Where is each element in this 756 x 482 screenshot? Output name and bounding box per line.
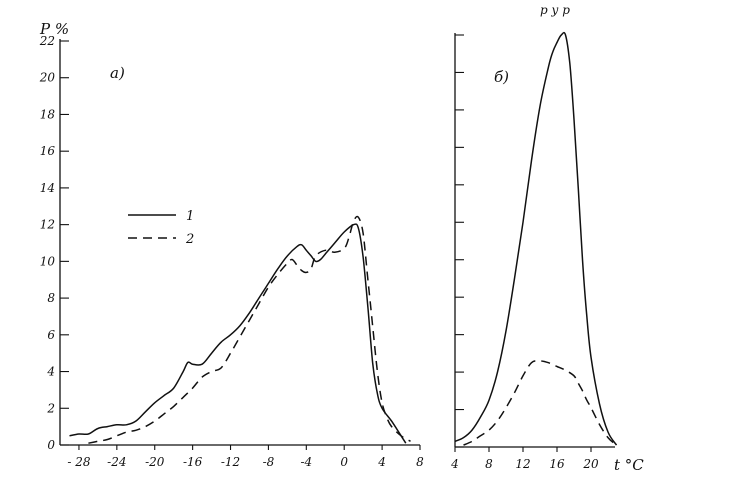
panel-b-label: б) — [494, 68, 509, 86]
series-line-2-panel-a — [88, 215, 411, 444]
legend-label-1: 1 — [186, 209, 194, 224]
y-tick-label: 2 — [46, 401, 55, 415]
y-tick-label: 18 — [40, 107, 56, 121]
series-line-1-panel-b — [454, 31, 618, 446]
y-tick-label: 16 — [40, 144, 56, 158]
y-tick-label: 10 — [40, 254, 56, 268]
panel-a-series — [69, 215, 411, 444]
x-axis-label: t °C — [614, 456, 644, 474]
y-tick-label: 20 — [39, 71, 56, 85]
panel-b: б) t °C 4 8 12 16 20 — [450, 31, 644, 474]
x-tick-label: 20 — [582, 457, 599, 471]
x-tick-label: 12 — [515, 457, 530, 471]
page-header-fragment: р у р — [540, 3, 570, 17]
x-tick-label: 4 — [377, 455, 386, 469]
y-axis-label: P % — [39, 20, 69, 38]
y-tick-label: 0 — [47, 438, 55, 452]
panel-b-series — [454, 31, 618, 446]
x-tick-label: 4 — [450, 457, 459, 471]
y-tick-label: 6 — [47, 328, 55, 342]
series-line-1-panel-a — [69, 223, 407, 444]
panel-b-axes: 4 8 12 16 20 — [450, 33, 615, 471]
x-tick-label: 8 — [416, 455, 424, 469]
x-tick-label: 16 — [549, 457, 565, 471]
x-tick-label: -4 — [300, 455, 312, 469]
x-tick-label: -24 — [107, 455, 126, 469]
x-tick-label: -12 — [221, 455, 240, 469]
y-tick-label: 22 — [39, 34, 55, 48]
y-tick-label: 12 — [40, 218, 55, 232]
x-tick-label: 0 — [340, 455, 348, 469]
y-tick-label: 4 — [46, 365, 55, 379]
panel-a-label: а) — [110, 64, 125, 82]
x-tick-label: -20 — [145, 455, 165, 469]
x-tick-label: -8 — [263, 455, 275, 469]
series-line-2-panel-b — [463, 360, 617, 446]
x-tick-label: - 28 — [67, 455, 91, 469]
y-tick-label: 14 — [40, 181, 55, 195]
x-tick-label: 8 — [485, 457, 493, 471]
legend-label-2: 2 — [185, 232, 194, 247]
x-tick-label: -16 — [183, 455, 203, 469]
legend: 12 — [128, 209, 194, 247]
y-tick-label: 8 — [47, 291, 55, 305]
